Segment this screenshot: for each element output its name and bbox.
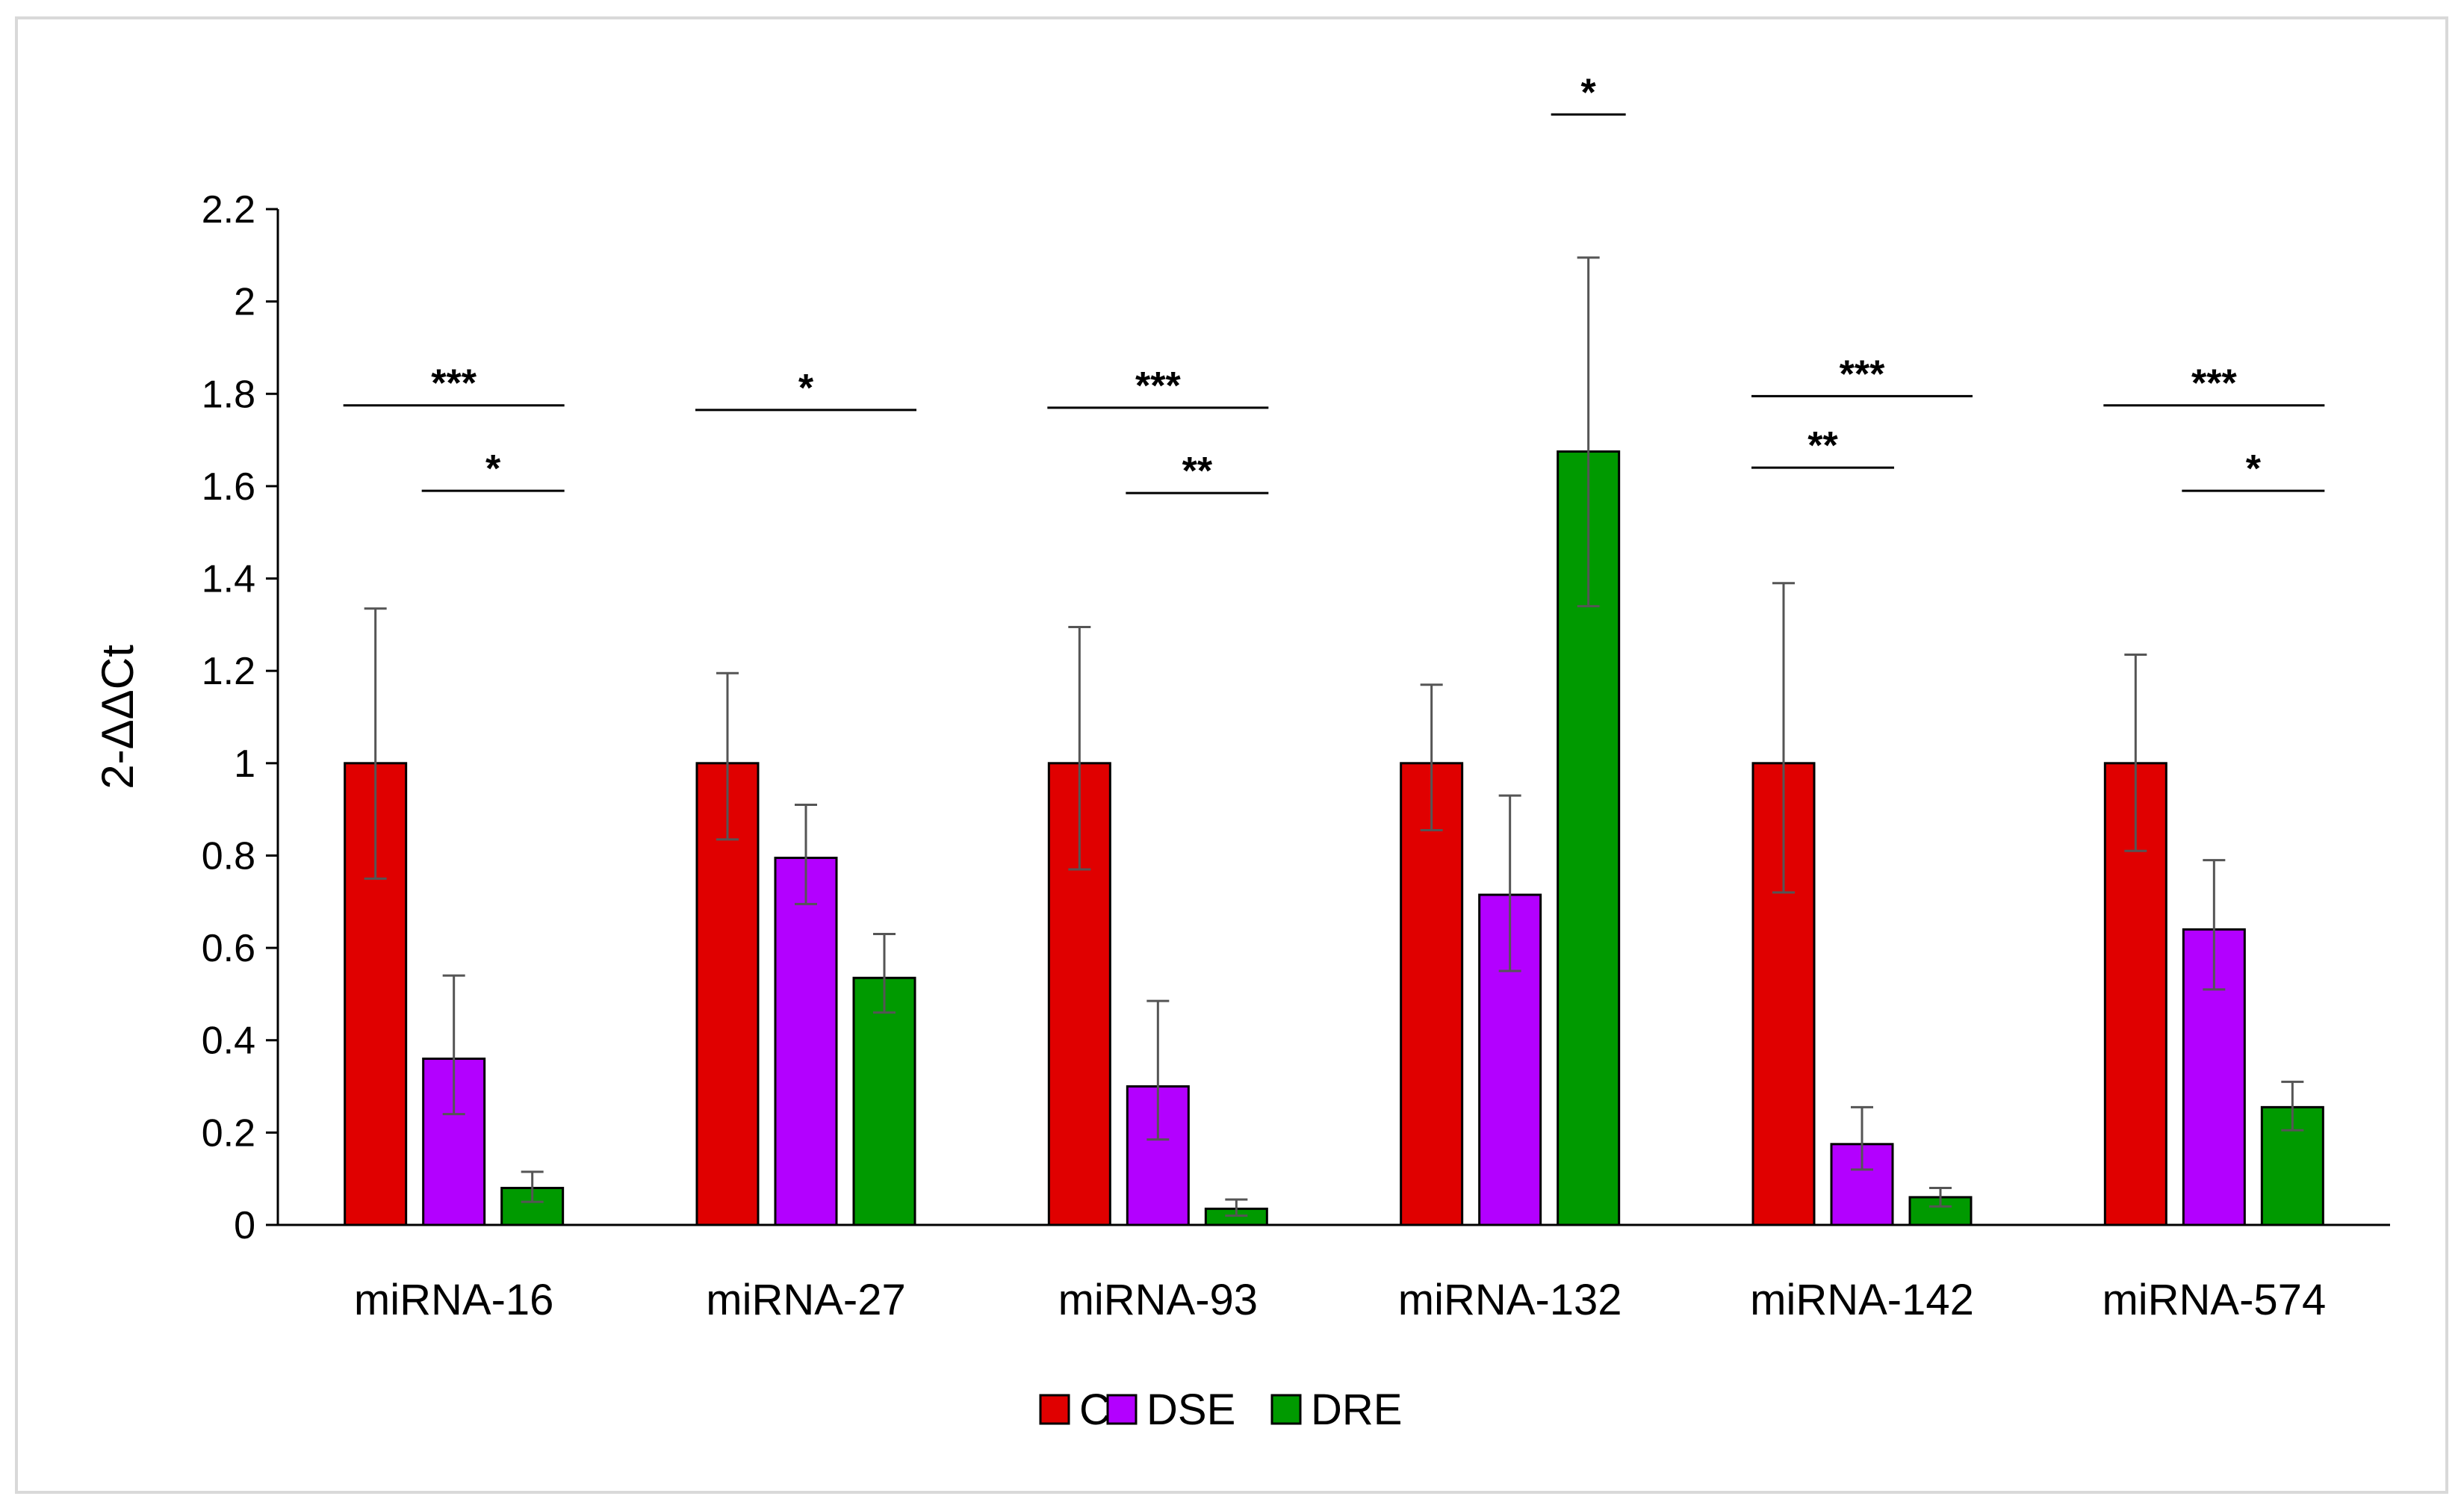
significance-label: ***: [431, 362, 477, 406]
y-tick-label: 1.2: [202, 650, 255, 693]
y-tick-label: 2: [234, 281, 255, 324]
x-axis-category-labels: miRNA-16 miRNA-27 miRNA-93 miRNA-132 miRNA-1…: [354, 1276, 2326, 1324]
x-category-label: miRNA-142: [1750, 1276, 1974, 1324]
bar-dse-mirna-27: [774, 857, 838, 1226]
bar-c-mirna-93: [1047, 762, 1111, 1226]
y-tick-label: 0: [234, 1204, 255, 1247]
y-tick-label: 1.6: [202, 465, 255, 509]
y-tick-label: 0.4: [202, 1020, 255, 1063]
significance-label: **: [1807, 424, 1838, 468]
error-bars: [364, 256, 2304, 1217]
significance-annotations: ***** ***************: [343, 71, 2325, 494]
bars: [344, 450, 2324, 1226]
significance-label: *: [1581, 71, 1597, 114]
x-category-label: miRNA-16: [354, 1276, 554, 1324]
y-tick-label: 2.2: [202, 188, 255, 232]
significance-label: *: [798, 367, 814, 410]
legend-swatch-dre: [1270, 1394, 1302, 1425]
legend: C DSE DRE: [1039, 1386, 1402, 1434]
significance-label: *: [2246, 447, 2262, 491]
legend-swatch-dse: [1106, 1394, 1138, 1425]
y-axis-ticks: 0 0.2 0.4 0.6 0.8 1 1.2 1.4 1.6 1.8 2 2.2: [202, 188, 278, 1247]
legend-label-dre: DRE: [1311, 1386, 1402, 1434]
legend-swatch-c: [1039, 1394, 1070, 1425]
significance-label: ***: [2191, 362, 2237, 406]
legend-label-c: C: [1079, 1386, 1111, 1434]
significance-label: *: [485, 447, 501, 491]
x-category-label: miRNA-93: [1058, 1276, 1259, 1324]
legend-label-dse: DSE: [1146, 1386, 1235, 1434]
y-tick-label: 0.8: [202, 834, 255, 878]
y-tick-label: 1: [234, 742, 255, 786]
y-tick-label: 1.4: [202, 558, 255, 601]
bar-dre-mirna-27: [852, 976, 916, 1226]
x-category-label: miRNA-574: [2102, 1276, 2326, 1324]
chart-border: [15, 16, 2448, 1494]
axes: [276, 209, 2390, 1226]
bar-c-mirna-132: [1400, 762, 1464, 1226]
significance-label: **: [1182, 450, 1213, 493]
y-tick-label: 1.8: [202, 373, 255, 416]
y-tick-label: 0.6: [202, 927, 255, 970]
y-axis-title: 2-ΔΔCt: [93, 645, 143, 789]
y-tick-label: 0.2: [202, 1111, 255, 1155]
x-category-label: miRNA-132: [1398, 1276, 1622, 1324]
significance-label: ***: [1135, 364, 1181, 408]
significance-label: ***: [1840, 353, 1885, 396]
x-category-label: miRNA-27: [706, 1276, 906, 1324]
